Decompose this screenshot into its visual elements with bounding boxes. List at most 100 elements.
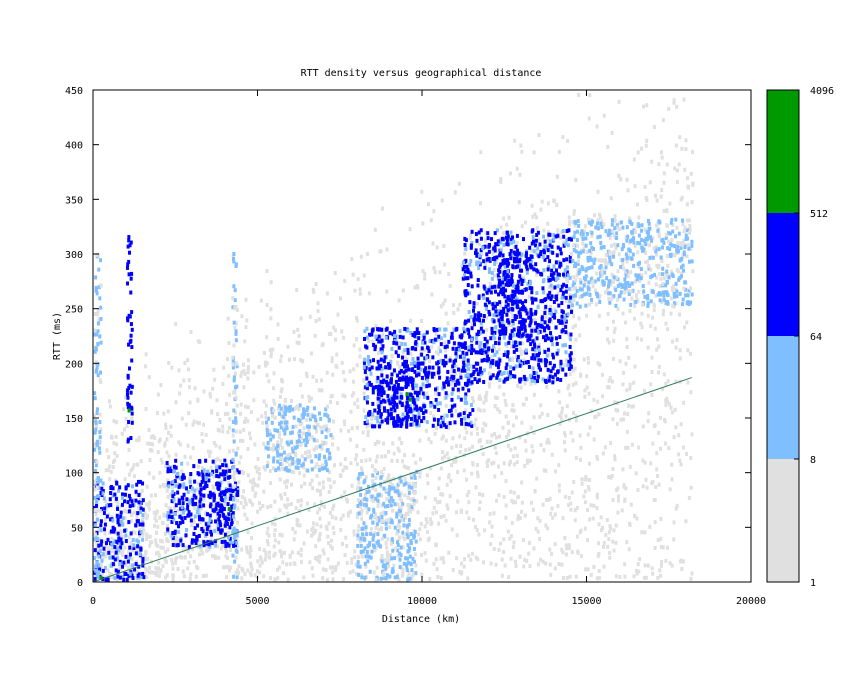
- heatmap-cell: [388, 331, 392, 336]
- heatmap-cell: [265, 269, 269, 274]
- heatmap-cell: [410, 376, 414, 381]
- heatmap-cell: [682, 97, 686, 102]
- heatmap-cell: [399, 423, 403, 428]
- heatmap-cell: [234, 329, 238, 334]
- heatmap-cell: [414, 539, 418, 544]
- heatmap-cell: [307, 432, 311, 437]
- heatmap-cell: [174, 483, 178, 488]
- heatmap-cell: [298, 429, 302, 434]
- heatmap-cell: [98, 258, 102, 263]
- heatmap-cell: [472, 301, 476, 306]
- heatmap-cell: [506, 443, 510, 448]
- heatmap-cell: [414, 373, 418, 378]
- heatmap-cell: [613, 454, 617, 459]
- heatmap-cell: [93, 413, 97, 418]
- heatmap-cell: [194, 564, 198, 569]
- heatmap-cell: [212, 496, 216, 501]
- heatmap-cell: [126, 565, 130, 570]
- heatmap-cell: [318, 532, 322, 537]
- heatmap-cell: [111, 465, 115, 470]
- heatmap-cell: [382, 558, 386, 563]
- heatmap-cell: [405, 411, 409, 416]
- heatmap-cell: [219, 472, 223, 477]
- heatmap-cell: [490, 348, 494, 353]
- heatmap-cell: [113, 576, 117, 581]
- heatmap-cell: [205, 545, 209, 550]
- heatmap-cell: [202, 422, 206, 427]
- heatmap-cell: [471, 444, 475, 449]
- heatmap-cell: [209, 537, 213, 542]
- heatmap-cell: [280, 554, 284, 559]
- heatmap-cell: [231, 466, 235, 471]
- heatmap-cell: [430, 520, 434, 525]
- heatmap-cell: [511, 374, 515, 379]
- heatmap-cell: [689, 171, 693, 176]
- heatmap-cell: [297, 508, 301, 513]
- heatmap-cell: [308, 482, 312, 487]
- heatmap-cell: [261, 504, 265, 509]
- heatmap-cell: [412, 559, 416, 564]
- heatmap-cell: [415, 342, 419, 347]
- heatmap-cell: [211, 386, 215, 391]
- heatmap-cell: [533, 297, 537, 302]
- heatmap-cell: [507, 340, 511, 345]
- heatmap-cell: [104, 541, 108, 546]
- heatmap-cell: [433, 337, 437, 342]
- heatmap-cell: [103, 522, 107, 527]
- heatmap-cell: [666, 327, 670, 332]
- heatmap-cell: [643, 227, 647, 232]
- heatmap-cell: [401, 350, 405, 355]
- heatmap-cell: [520, 349, 524, 354]
- heatmap-cell: [360, 572, 364, 577]
- heatmap-cell: [651, 479, 655, 484]
- heatmap-cell: [495, 312, 499, 317]
- heatmap-cell: [99, 507, 103, 512]
- heatmap-cell: [228, 449, 232, 454]
- heatmap-cell: [173, 534, 177, 539]
- heatmap-cell: [568, 371, 572, 376]
- heatmap-cell: [187, 544, 191, 549]
- heatmap-cell: [102, 554, 106, 559]
- heatmap-cell: [485, 439, 489, 444]
- heatmap-cell: [220, 509, 224, 514]
- heatmap-cell: [441, 302, 445, 307]
- heatmap-cell: [135, 492, 139, 497]
- heatmap-cell: [306, 529, 310, 534]
- heatmap-cell: [432, 371, 436, 376]
- heatmap-cell: [548, 290, 552, 295]
- heatmap-cell: [453, 371, 457, 376]
- heatmap-cell: [387, 449, 391, 454]
- heatmap-cell: [675, 225, 679, 230]
- heatmap-cell: [240, 469, 244, 474]
- heatmap-cell: [467, 516, 471, 521]
- heatmap-cell: [356, 533, 360, 538]
- heatmap-cell: [105, 514, 109, 519]
- heatmap-cell: [512, 366, 516, 371]
- heatmap-cell: [250, 502, 254, 507]
- heatmap-cell: [213, 461, 217, 466]
- heatmap-cell: [96, 309, 100, 314]
- heatmap-cell: [375, 522, 379, 527]
- heatmap-cell: [470, 337, 474, 342]
- heatmap-cell: [329, 538, 333, 543]
- heatmap-cell: [167, 361, 171, 366]
- heatmap-cell: [144, 407, 148, 412]
- heatmap-cell: [99, 305, 103, 310]
- heatmap-cell: [529, 381, 533, 386]
- heatmap-cell: [126, 373, 130, 378]
- heatmap-cell: [461, 365, 465, 370]
- heatmap-cell: [129, 322, 133, 327]
- heatmap-cell: [99, 283, 103, 288]
- heatmap-cell: [231, 359, 235, 364]
- heatmap-cell: [169, 506, 173, 511]
- heatmap-cell: [194, 574, 198, 579]
- heatmap-cell: [258, 506, 262, 511]
- heatmap-cell: [283, 480, 287, 485]
- heatmap-cell: [444, 348, 448, 353]
- heatmap-cell: [258, 471, 262, 476]
- heatmap-cell: [469, 431, 473, 436]
- heatmap-cell: [409, 497, 413, 502]
- heatmap-cell: [326, 534, 330, 539]
- heatmap-cell: [486, 297, 490, 302]
- heatmap-cell: [387, 386, 391, 391]
